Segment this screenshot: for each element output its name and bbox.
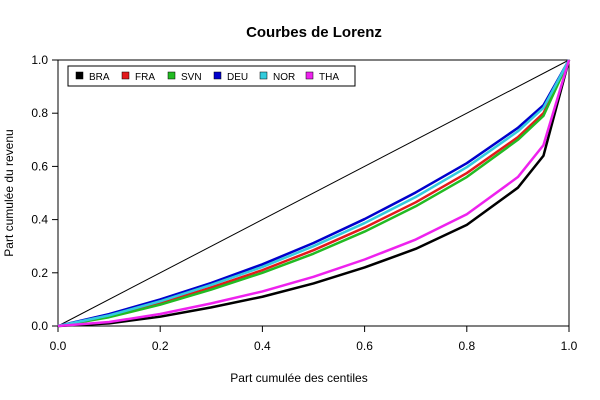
- legend-swatch: [213, 71, 222, 80]
- plot-area: [57, 59, 571, 328]
- series-line-deu: [57, 59, 571, 328]
- x-tick-label: 0.2: [152, 339, 169, 353]
- chart-title: Courbes de Lorenz: [246, 24, 382, 41]
- series-line-nor: [57, 59, 571, 328]
- legend: BRA FRA SVN DEU NOR THA: [67, 65, 356, 87]
- legend-label: NOR: [273, 72, 295, 83]
- x-axis-label: Part cumulée des centiles: [230, 371, 367, 385]
- legend-swatch: [305, 71, 314, 80]
- series-line-svn: [57, 59, 571, 328]
- legend-label: BRA: [89, 72, 110, 83]
- y-tick-label: 0.4: [31, 213, 48, 227]
- y-axis-label: Part cumulée du revenu: [2, 129, 16, 256]
- x-tick-label: 0.4: [254, 339, 271, 353]
- x-tick-label: 0.8: [458, 339, 475, 353]
- legend-swatch: [121, 71, 130, 80]
- legend-swatch: [75, 71, 84, 80]
- x-axis: 0.0 0.2 0.4 0.6 0.8 1.0: [50, 326, 578, 353]
- y-tick-label: 0.8: [31, 106, 48, 120]
- x-tick-label: 1.0: [561, 339, 578, 353]
- legend-box: [67, 65, 356, 87]
- legend-label: SVN: [181, 72, 202, 83]
- legend-swatch: [259, 71, 268, 80]
- y-tick-label: 0.6: [31, 159, 48, 173]
- y-tick-label: 0.0: [31, 319, 48, 333]
- series-line-bra: [57, 59, 571, 328]
- y-tick-label: 1.0: [31, 53, 48, 67]
- legend-label: THA: [319, 72, 339, 83]
- plot-frame: [57, 59, 570, 327]
- x-tick-label: 0.6: [356, 339, 373, 353]
- series-line-tha: [57, 59, 571, 328]
- legend-label: FRA: [135, 72, 155, 83]
- y-tick-label: 0.2: [31, 266, 48, 280]
- legend-label: DEU: [227, 72, 248, 83]
- equality-line: [57, 59, 570, 327]
- x-tick-label: 0.0: [50, 339, 67, 353]
- legend-swatch: [167, 71, 176, 80]
- y-axis: 0.0 0.2 0.4 0.6 0.8 1.0: [31, 53, 58, 333]
